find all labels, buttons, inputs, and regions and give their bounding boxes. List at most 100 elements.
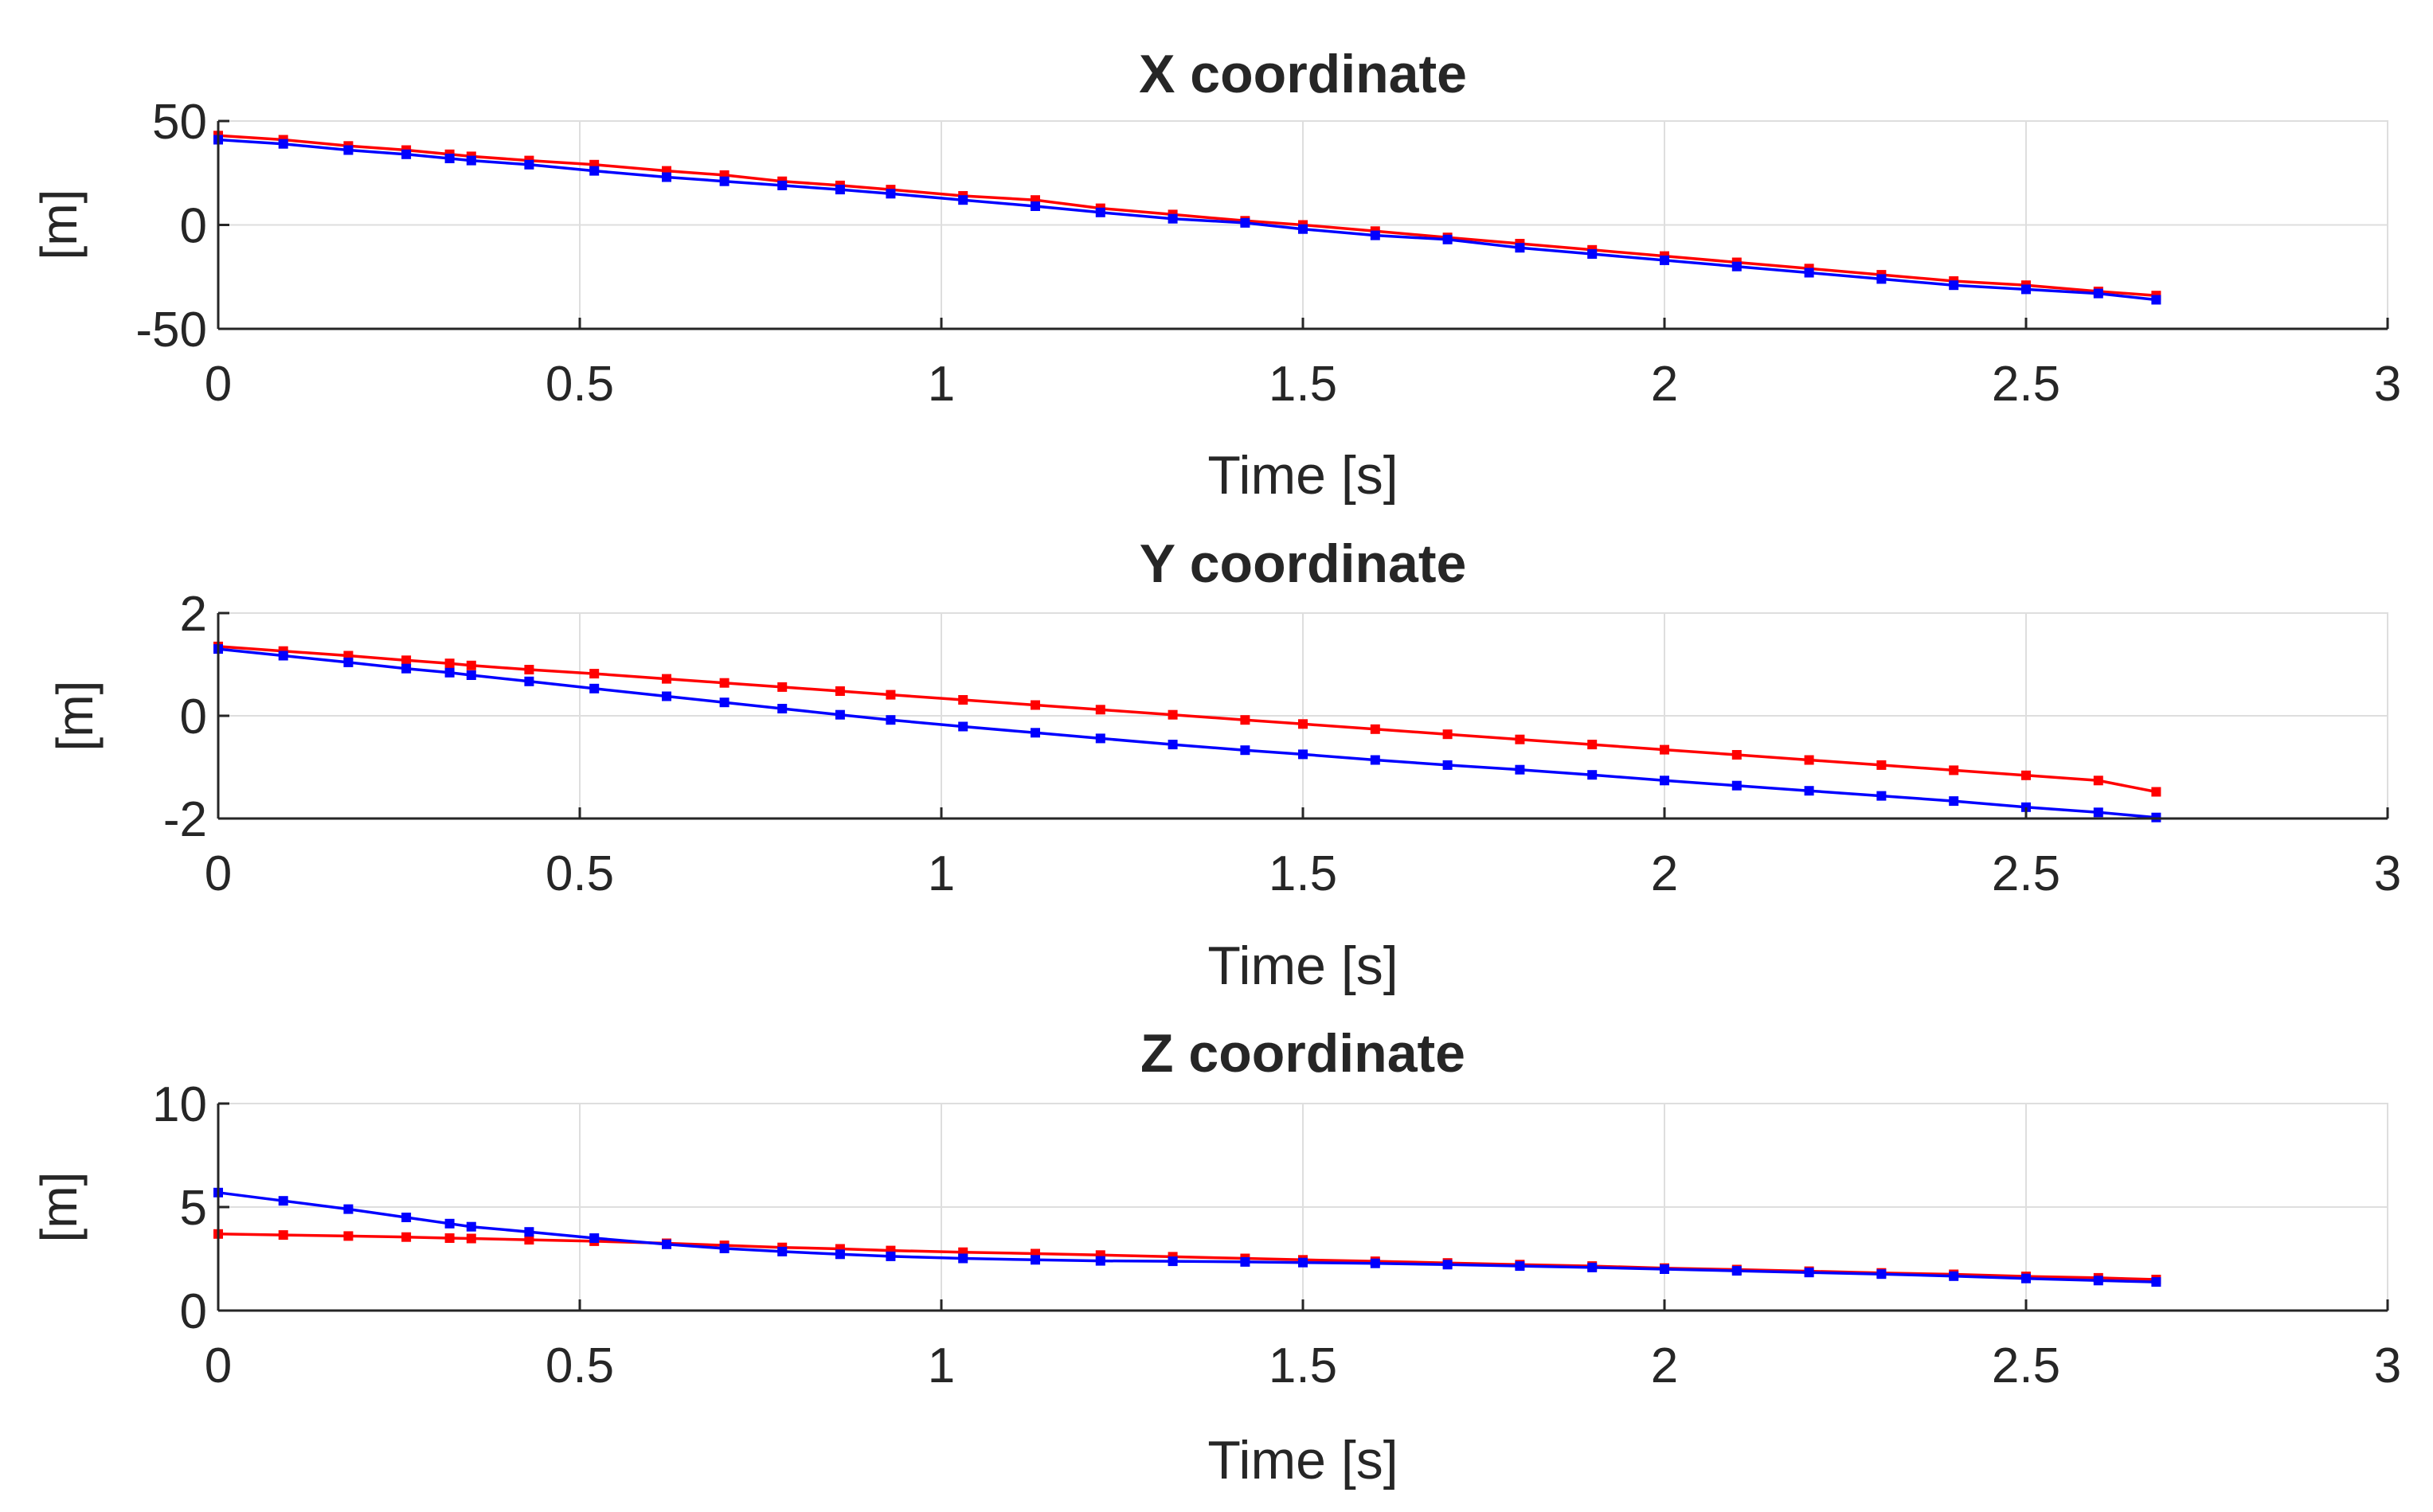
data-point	[1442, 760, 1453, 770]
y-tick-label: -2	[163, 792, 207, 847]
data-point	[1442, 729, 1453, 740]
data-point	[1660, 744, 1669, 755]
data-point	[524, 1227, 534, 1237]
chart-title: X coordinate	[1139, 44, 1467, 104]
x-tick-label: 1	[928, 357, 955, 412]
chart-title: Z coordinate	[1140, 1023, 1465, 1084]
x-tick-label: 1.5	[1269, 357, 1337, 412]
data-point	[1731, 1266, 1742, 1276]
x-tick-label: 0	[205, 357, 232, 412]
x-tick-label: 1	[928, 1338, 955, 1393]
data-point	[589, 683, 600, 693]
data-point	[1168, 740, 1178, 750]
data-point	[1168, 1256, 1178, 1267]
x-tick-label: 0.5	[546, 846, 614, 901]
data-point	[1660, 776, 1669, 786]
data-point	[1298, 224, 1308, 234]
data-point	[886, 715, 896, 725]
y-tick-label: 0	[180, 1284, 207, 1339]
data-point	[444, 154, 455, 163]
data-point	[343, 657, 354, 667]
x-tick-label: 2	[1651, 357, 1678, 412]
data-point	[466, 670, 476, 680]
data-point	[343, 145, 354, 155]
data-point	[1168, 213, 1178, 224]
data-point	[1587, 770, 1598, 780]
data-point	[1515, 734, 1525, 744]
x-tick-label: 0	[205, 846, 232, 901]
data-point	[1095, 733, 1105, 744]
data-point	[1515, 243, 1525, 253]
data-point	[1731, 261, 1742, 272]
data-point	[1731, 750, 1742, 760]
data-point	[2021, 802, 2031, 812]
data-point	[1731, 780, 1742, 791]
x-axis-label: Time [s]	[1207, 1430, 1398, 1491]
x-tick-label: 2	[1651, 1338, 1678, 1393]
data-point	[662, 172, 671, 182]
data-point	[1298, 719, 1308, 729]
data-point	[886, 1251, 896, 1261]
data-point	[1240, 1256, 1250, 1267]
data-point	[777, 704, 788, 713]
data-point	[719, 678, 730, 688]
data-point	[343, 1231, 354, 1241]
data-point	[444, 1218, 455, 1229]
data-point	[662, 1239, 671, 1249]
data-point	[466, 1221, 476, 1232]
data-point	[2021, 1273, 2031, 1283]
data-point	[2151, 1277, 2161, 1287]
data-point	[1876, 760, 1887, 770]
data-point	[401, 149, 412, 159]
data-point	[886, 690, 896, 700]
y-tick-label: 0	[180, 199, 207, 254]
data-point	[444, 667, 455, 678]
y-tick-label: 0	[180, 690, 207, 744]
data-point	[719, 697, 730, 708]
y-axis-label: [m]	[30, 1172, 88, 1243]
y-tick-label: 50	[152, 95, 207, 150]
data-point	[278, 1230, 288, 1240]
x-tick-label: 3	[2374, 1338, 2401, 1393]
series-blue	[213, 644, 2161, 822]
data-point	[958, 1253, 968, 1264]
y-tick-label: 5	[180, 1181, 207, 1236]
data-point	[1442, 234, 1453, 244]
y-tick-label: 10	[152, 1077, 207, 1132]
data-point	[1515, 1261, 1525, 1272]
series-blue	[213, 135, 2161, 305]
data-point	[1876, 274, 1887, 284]
x-tick-label: 0	[205, 1338, 232, 1393]
data-point	[2151, 787, 2161, 797]
data-point	[466, 660, 476, 670]
data-point	[589, 669, 600, 679]
data-point	[524, 1235, 534, 1245]
data-point	[1876, 791, 1887, 801]
data-point	[1168, 709, 1178, 720]
y-tick-label: -50	[135, 303, 207, 357]
x-tick-label: 0.5	[546, 357, 614, 412]
data-point	[958, 695, 968, 705]
data-point	[401, 1213, 412, 1222]
data-point	[444, 1233, 455, 1243]
data-point	[835, 686, 845, 696]
data-point	[662, 674, 671, 684]
data-point	[958, 721, 968, 732]
data-point	[589, 1233, 600, 1243]
y-axis-label: [m]	[46, 681, 104, 752]
data-point	[1804, 1268, 1814, 1278]
data-point	[1804, 755, 1814, 765]
data-point	[1949, 280, 1959, 291]
data-point	[886, 189, 896, 199]
x-tick-label: 1.5	[1269, 846, 1337, 901]
data-point	[278, 651, 288, 661]
data-point	[524, 665, 534, 674]
data-point	[777, 682, 788, 692]
data-point	[1587, 740, 1598, 750]
x-tick-label: 1	[928, 846, 955, 901]
data-point	[662, 691, 671, 701]
subplot-y: Y coordinate 0 0.5 1 1.5 2 2.5 3-202 Time [s] …	[46, 533, 2401, 996]
